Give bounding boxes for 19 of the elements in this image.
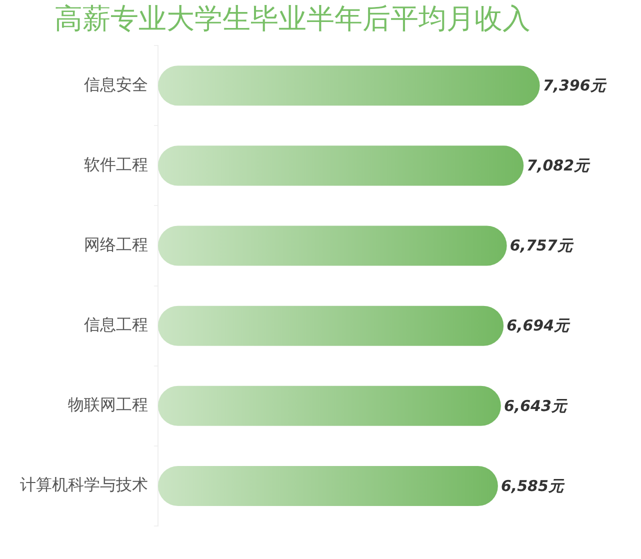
y-tick-label: 计算机科学与技术 [20, 475, 148, 494]
bar [158, 146, 524, 186]
bar [158, 466, 498, 506]
chart-title: 高薪专业大学生毕业半年后平均月收入 [54, 2, 530, 36]
bar [158, 306, 504, 346]
data-label: 6,643元 [504, 396, 568, 415]
bar [158, 226, 507, 266]
y-tick-label: 信息安全 [84, 74, 148, 94]
data-label: 6,585元 [500, 476, 566, 495]
y-tick-label: 物联网工程 [68, 395, 148, 414]
bar [158, 66, 540, 106]
data-label: 7,396元 [542, 76, 608, 95]
y-tick-label: 信息工程 [84, 314, 148, 334]
data-label: 6,757元 [510, 236, 574, 255]
y-tick-label: 网络工程 [84, 234, 148, 254]
data-label: 7,082元 [526, 156, 592, 175]
bar [158, 386, 501, 426]
y-tick-label: 软件工程 [84, 154, 148, 174]
data-label: 6,694元 [506, 316, 572, 335]
